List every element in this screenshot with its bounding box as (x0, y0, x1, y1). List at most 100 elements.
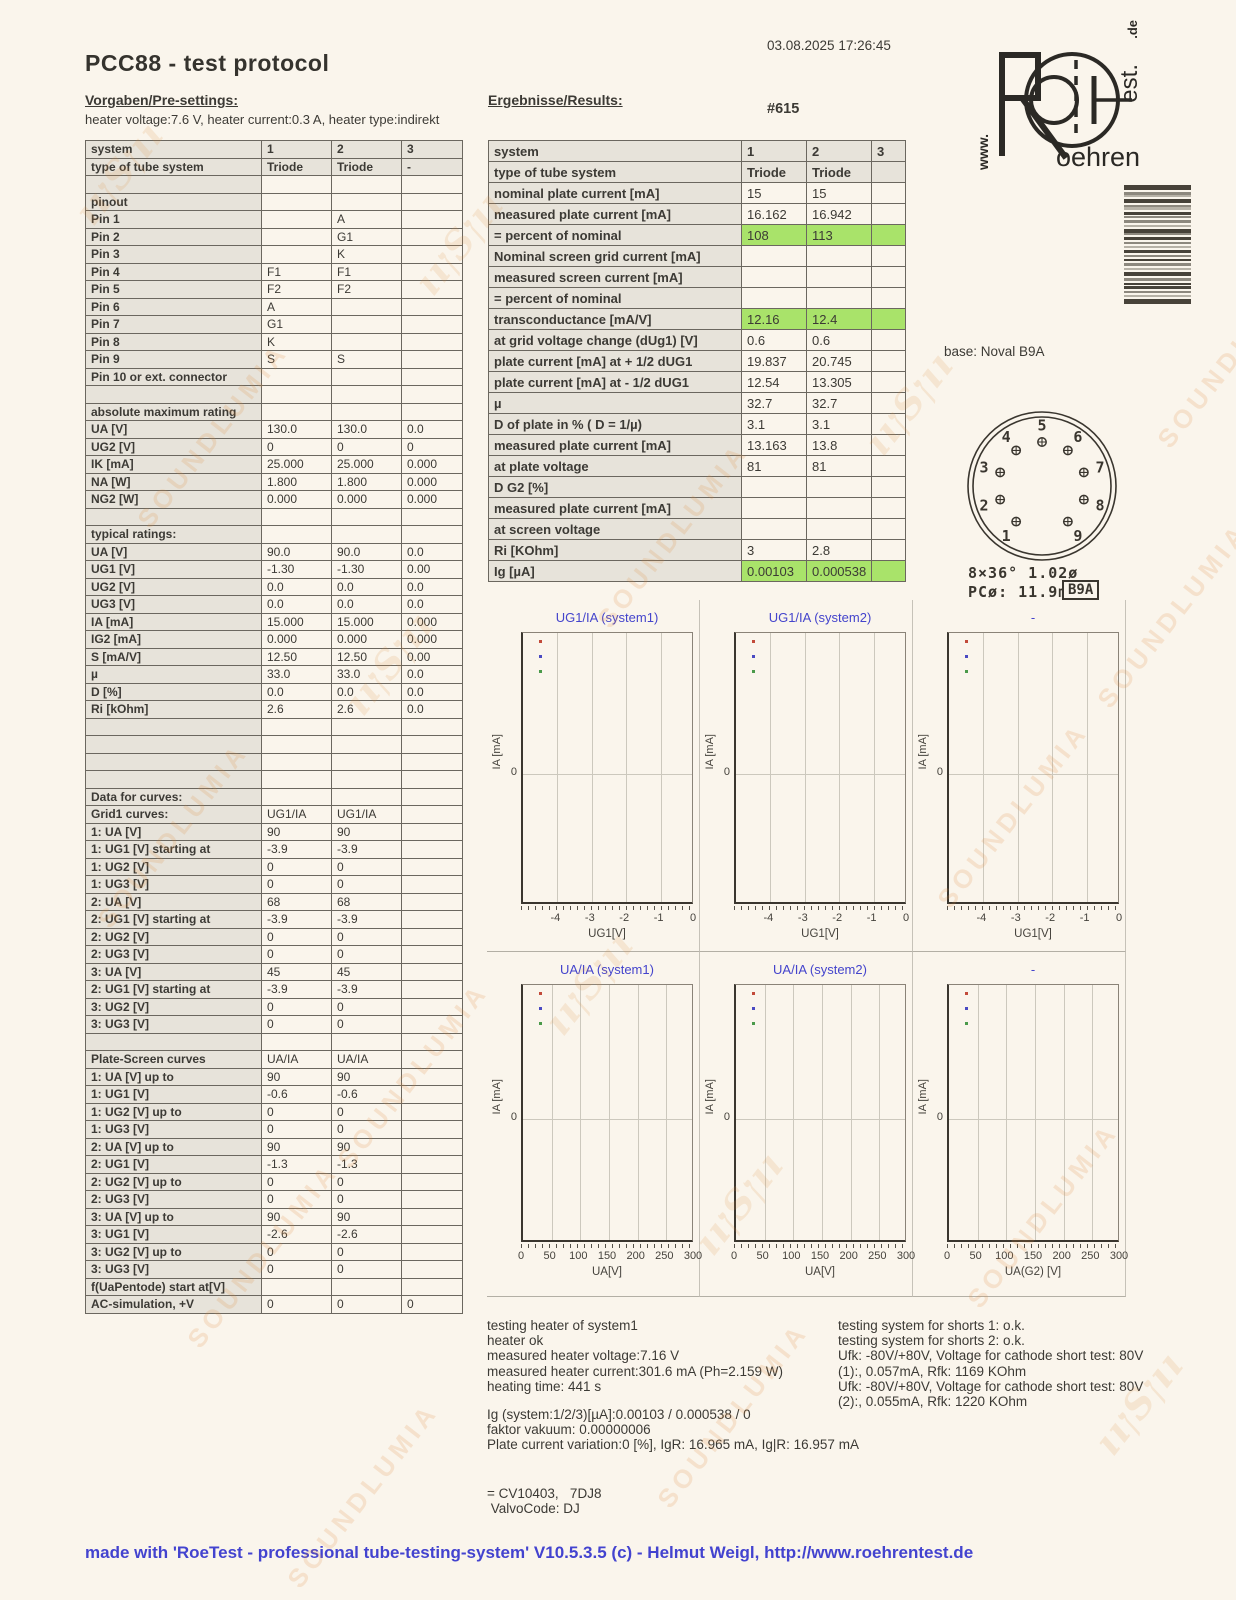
row-value (401, 332, 463, 351)
x-axis-label: UA(G2) [V] (1004, 1266, 1062, 1278)
row-value: 90 (261, 1137, 332, 1156)
row-value (401, 1277, 463, 1296)
row-value: 0 (261, 857, 332, 876)
row-value: F1 (331, 262, 402, 281)
table-row: 3: UG2 [V] up to 0 0 (85, 1242, 463, 1261)
row-value (871, 350, 906, 372)
row-label: Ri [KOhm] (488, 539, 742, 561)
row-value (401, 910, 463, 929)
row-label: Pin 9 (85, 350, 262, 369)
note-line: testing heater of system1 (487, 1318, 638, 1333)
table-row: 2: UG3 [V] 0 0 (85, 1190, 463, 1209)
legend-dot (965, 640, 968, 643)
row-label: 1: UG1 [V] (85, 1085, 262, 1104)
row-value: K (331, 245, 402, 264)
row-label: 1: UG1 [V] starting at (85, 840, 262, 859)
row-value: -3.9 (261, 840, 332, 859)
row-value (401, 210, 463, 229)
row-value (401, 1085, 463, 1104)
table-row: 3: UG3 [V] 0 0 (85, 1260, 463, 1279)
row-value (401, 945, 463, 964)
y-axis-label: IA [mA] (917, 1079, 929, 1115)
row-value: -2.6 (261, 1225, 332, 1244)
barcode-bar (1124, 255, 1191, 257)
barcode-bar (1124, 286, 1191, 289)
row-value: Triode (331, 157, 402, 176)
legend-dot (965, 655, 968, 658)
row-label: 3: UG3 [V] (85, 1015, 262, 1034)
barcode-bar (1124, 295, 1191, 297)
row-value: -3.9 (331, 840, 402, 859)
row-label: plate current [mA] at - 1/2 dUG1 (488, 371, 742, 393)
row-value: 0.000 (261, 630, 332, 649)
row-value: 13.163 (741, 434, 807, 456)
row-value (261, 210, 332, 229)
chart-title: - (1030, 610, 1036, 625)
x-tick-label: 250 (868, 1250, 887, 1262)
y-axis-label: IA [mA] (917, 734, 929, 770)
row-value (331, 735, 402, 754)
row-label: 2: UG1 [V] starting at (85, 910, 262, 929)
presettings-line: heater voltage:7.6 V, heater current:0.3… (85, 112, 440, 127)
table-row: 2: UG1 [V] starting at -3.9 -3.9 (85, 910, 463, 929)
row-value: 0.0 (331, 595, 402, 614)
barcode-bar (1124, 195, 1191, 197)
logo-oehren-text: oehren (1056, 142, 1141, 172)
row-value: A (261, 297, 332, 316)
row-value (401, 1032, 463, 1051)
chart-plot (521, 984, 693, 1242)
row-value (401, 735, 463, 754)
note-line: faktor vakuum: 0.00000006 (487, 1422, 651, 1438)
row-value: 0.0 (401, 577, 463, 596)
table-row: UG3 [V] 0.0 0.0 0.0 (85, 595, 463, 614)
legend-dot (752, 1022, 755, 1025)
legend-dot (965, 670, 968, 673)
barcode-bar (1124, 250, 1191, 253)
row-value (871, 287, 906, 309)
note-line: = CV10403, 7DJ8 (487, 1486, 602, 1501)
row-value: 0.0 (401, 682, 463, 701)
x-tick-label: -3 (584, 912, 595, 924)
row-value: 0.000 (261, 490, 332, 509)
chart-title: UG1/IA (system1) (555, 610, 659, 625)
pin-number: 7 (1095, 459, 1104, 477)
y-axis-label: IA [mA] (491, 734, 503, 770)
row-label: = percent of nominal (488, 287, 742, 309)
row-label: Pin 1 (85, 210, 262, 229)
row-label: transconductance [mA/V] (488, 308, 742, 330)
x-tick-label: 300 (896, 1250, 916, 1262)
chart-plot (947, 632, 1119, 904)
row-value: -0.6 (261, 1085, 332, 1104)
chart-title: - (1030, 962, 1036, 977)
row-label: type of tube system (488, 161, 742, 183)
row-value (331, 367, 402, 386)
table-row: AC-simulation, +V 0 0 0 (85, 1295, 463, 1314)
logo-est-text: est. (1116, 64, 1143, 103)
x-tick-label: 250 (655, 1250, 674, 1262)
note-line: Ufk: -80V/+80V, Voltage for cathode shor… (838, 1348, 1144, 1364)
row-value: 0.0 (401, 542, 463, 561)
row-label: NA [W] (85, 472, 262, 491)
table-row: NA [W] 1.800 1.800 0.000 (85, 472, 463, 491)
table-row: 1: UG1 [V] -0.6 -0.6 (85, 1085, 463, 1104)
row-value: 0 (331, 437, 402, 456)
row-label: Pin 5 (85, 280, 262, 299)
row-value: 12.4 (806, 308, 872, 330)
row-value (261, 735, 332, 754)
row-label: Pin 8 (85, 332, 262, 351)
note-line: ValvoCode: DJ (487, 1501, 580, 1517)
row-label: 1: UG3 [V] (85, 875, 262, 894)
row-value (401, 1190, 463, 1209)
x-tick-label: 300 (1109, 1250, 1129, 1262)
row-value (261, 787, 332, 806)
row-value (331, 402, 402, 421)
row-label: Pin 4 (85, 262, 262, 281)
row-value (401, 1207, 463, 1226)
row-value: 0 (331, 1242, 402, 1261)
pin-number: 3 (979, 459, 988, 477)
pin-marker (995, 494, 1006, 505)
row-value: 0 (331, 1260, 402, 1279)
row-value: 0 (261, 1260, 332, 1279)
row-value: 0 (331, 1120, 402, 1139)
